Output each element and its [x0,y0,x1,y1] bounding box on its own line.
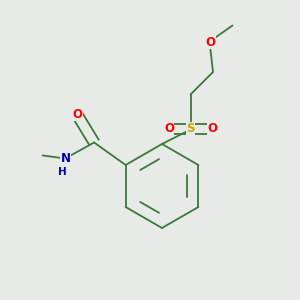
Text: H: H [58,167,67,177]
Text: O: O [73,107,82,121]
Text: O: O [164,122,174,136]
Text: S: S [186,122,195,136]
Text: O: O [205,35,215,49]
Text: O: O [207,122,217,136]
Text: N: N [61,152,70,166]
